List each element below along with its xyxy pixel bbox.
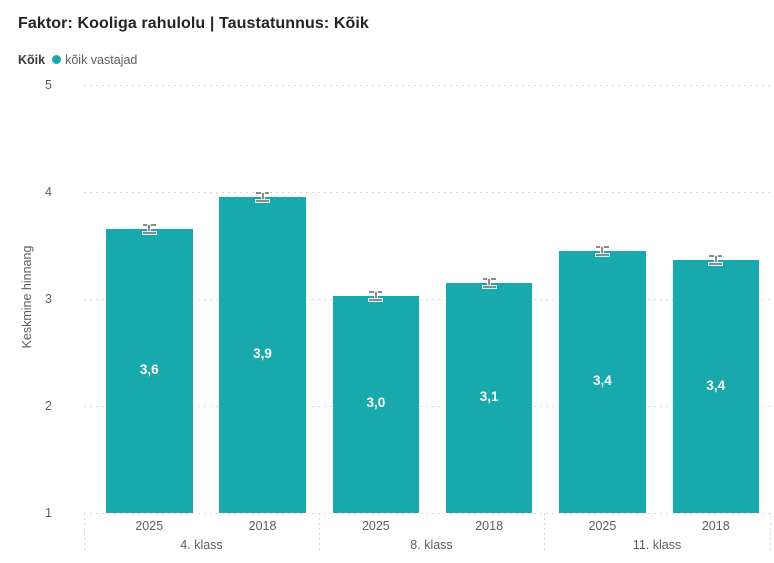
y-axis-title: Keskmine hinnang (20, 245, 34, 349)
error-bar-part (374, 291, 377, 300)
error-bar-part (369, 298, 383, 301)
bar-8klass-2018[interactable]: 3,1 (445, 282, 533, 513)
axis-group-separator (544, 513, 545, 553)
axis-group-separator (319, 513, 320, 553)
legend-group-title: Kõik (18, 52, 46, 67)
y-axis-tick-label: 5 (45, 78, 52, 92)
error-bar-part (148, 225, 151, 234)
error-bar-part (601, 246, 604, 255)
y-axis-tick-label: 4 (45, 185, 52, 199)
gridline (84, 299, 770, 300)
error-bar (595, 245, 609, 256)
x-axis-year-label: 2025 (361, 519, 390, 533)
x-axis-year-label: 2025 (135, 519, 164, 533)
x-axis-year-label: 2018 (248, 519, 277, 533)
bar-4klass-2025[interactable]: 3,6 (106, 229, 193, 513)
error-bar (709, 255, 723, 266)
error-bar-part (714, 256, 717, 265)
x-axis-group-label: 8. klass (410, 538, 453, 552)
bar-value-label: 3,4 (706, 377, 726, 393)
bar-4klass-2018[interactable]: 3,9 (219, 197, 306, 513)
bar-value-label: 3,9 (253, 346, 272, 362)
legend-series-label: kõik vastajad (65, 52, 138, 67)
legend: Kõik kõik vastajad (18, 52, 137, 67)
error-bar-part (488, 278, 491, 287)
bar-value-label: 3,6 (139, 362, 159, 378)
gridline (84, 406, 770, 407)
bar-value-label: 3,0 (366, 395, 386, 411)
y-axis-tick-label: 3 (45, 292, 52, 306)
error-bar-part (261, 193, 264, 202)
error-bar-part (482, 285, 496, 288)
error-bar-part (595, 253, 609, 256)
legend-series-dot-icon (52, 55, 62, 64)
error-bar (142, 224, 156, 235)
error-bar-part (142, 232, 156, 235)
bar-8klass-2025[interactable]: 3,0 (332, 295, 420, 513)
bar-value-label: 3,1 (479, 388, 499, 404)
x-axis-year-label: 2025 (588, 519, 617, 533)
gridline (84, 85, 770, 86)
x-axis-year-label: 2018 (701, 519, 730, 533)
y-axis-tick-label: 2 (45, 399, 52, 413)
x-axis-year-label: 2018 (475, 519, 504, 533)
error-bar (369, 290, 383, 301)
x-axis-group-label: 11. klass (632, 538, 682, 552)
legend-item-koik-vastajad[interactable]: kõik vastajad (52, 53, 137, 67)
bar-value-label: 3,4 (593, 372, 612, 388)
axis-group-separator (84, 513, 85, 553)
error-bar (482, 277, 496, 288)
bar-11klass-2018[interactable]: 3,4 (672, 260, 759, 513)
x-axis-group-label: 4. klass (180, 538, 223, 552)
axis-group-separator (770, 513, 771, 553)
error-bar-part (709, 263, 723, 266)
gridline (84, 192, 770, 193)
error-bar (256, 192, 270, 203)
y-axis-tick-label: 1 (45, 506, 52, 520)
gridline (84, 513, 770, 514)
chart-title: Faktor: Kooliga rahulolu | Taustatunnus:… (18, 15, 369, 32)
bar-11klass-2025[interactable]: 3,4 (559, 250, 646, 513)
error-bar-part (256, 200, 270, 203)
